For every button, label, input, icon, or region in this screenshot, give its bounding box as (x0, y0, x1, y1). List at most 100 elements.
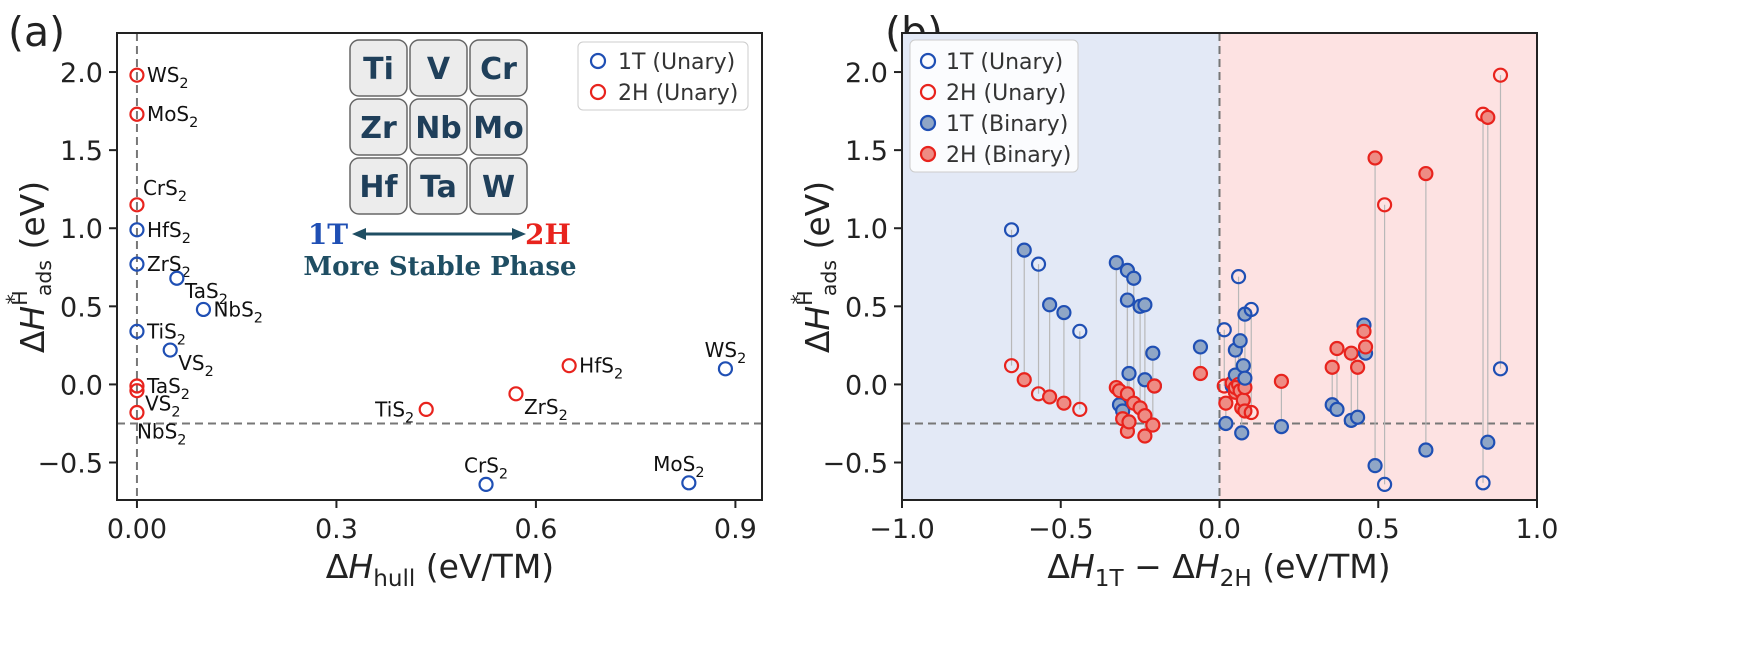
panel-a-point (129, 383, 145, 399)
panel-a-point (129, 256, 145, 272)
panel-b-point-2h-binary (1324, 359, 1340, 375)
panel-a-point-label: TiS2 (146, 319, 186, 348)
panel-b-point-2h-binary (1137, 428, 1153, 444)
element-tile-label: W (482, 170, 515, 205)
panel-b-xtick-label: 1.0 (1516, 514, 1559, 545)
panel-b-legend-box (909, 39, 1079, 173)
panel-a-point (169, 270, 185, 286)
panel-b-point-2h-binary (1145, 417, 1161, 433)
panel-b-point-2h-binary (1367, 150, 1383, 166)
panel-b-point-1t-binary (1119, 292, 1136, 308)
element-tile (469, 98, 528, 156)
panel-b-x-axis-label: ΔH1T − ΔH2H (eV/TM) (1047, 547, 1390, 592)
panel-a-x-axis-label: ΔHhull (eV/TM) (326, 547, 554, 592)
panel-b-point-2h-binary (1343, 345, 1359, 361)
panel-a-ytick-label: 1.5 (60, 136, 103, 167)
panel-a-xtick-label: 0.9 (714, 514, 757, 545)
panel-b-xtick-label: 0.0 (1198, 514, 1241, 545)
panel-b-point-1t-unary (1243, 301, 1259, 318)
panel-b-point-1t-binary (1218, 415, 1234, 432)
panel-b-point-1t-binary (1056, 304, 1072, 321)
panel-b-point-1t-binary (1016, 242, 1032, 258)
panel-a-label: (a) (8, 8, 65, 56)
panel-b-point-1t-binary (1126, 270, 1142, 286)
panel-b-point-2h-binary (1137, 408, 1153, 424)
panel-a-point-label: NbS2 (137, 420, 187, 449)
panel-a-point-label: MoS2 (653, 452, 704, 481)
panel-b-point-1t-unary (1475, 475, 1491, 491)
panel-b-point-1t-binary (1235, 358, 1251, 374)
panel-a-point (129, 323, 145, 339)
panel-a-point-label: NbS2 (213, 297, 263, 326)
panel-b-point-1t-binary (1108, 254, 1124, 271)
panel-a-xtick-label: 0.3 (315, 514, 358, 545)
panel-b-ytick-label: −0.5 (822, 449, 888, 480)
panel-b-point-1t-unary (1072, 323, 1088, 339)
panel-b-xtick-label: −0.5 (1028, 514, 1094, 545)
panel-a-legend-marker (589, 52, 607, 70)
panel-b-point-2h-unary (1072, 401, 1088, 418)
panel-b-legend: 1T (Unary) 2H (Unary) 1T (Binary) 2H (Binar… (909, 39, 1079, 173)
panel-a-legend: 1T (Unary) 2H (Unary) (577, 41, 749, 111)
panel-a-point-label: VS2 (145, 392, 181, 421)
panel-a-point (129, 106, 145, 122)
element-tile (349, 39, 408, 97)
panel-b-ticks: −1.0 −0.5 0.0 0.5 1.0 −0.5 0.0 0.5 1.0 1.5 2.0 (822, 58, 1558, 545)
panel-a-point-label: TiS2 (374, 397, 414, 426)
panel-b-point-1t-unary (1216, 322, 1232, 338)
panel-a-point-label: MoS2 (147, 102, 198, 131)
panel-a-point-label: TaS2 (146, 374, 190, 403)
panel-b-point-1t-binary (1121, 365, 1137, 382)
panel-a-point-label: HfS2 (147, 218, 191, 247)
element-tile (349, 98, 408, 156)
panel-a-point (681, 475, 697, 491)
panel-a-point (129, 67, 145, 83)
arrow-head-left (352, 228, 366, 240)
panel-b-point-1t-binary (1350, 409, 1366, 425)
panel-b-point-1t-unary (1492, 361, 1509, 377)
panel-a: 0.00 0.3 0.6 0.9 −0.5 0.0 0.5 1.0 1.5 2.0 Ti V Cr Zr… (2, 32, 763, 592)
element-tile-label: Cr (480, 52, 517, 87)
panel-b-ytick-label: 2.0 (845, 58, 888, 89)
panel-b-point-1t-binary (1418, 442, 1434, 458)
panel-b-ytick-label: 1.0 (845, 214, 888, 245)
panel-a-legend-marker (589, 83, 607, 101)
panel-b-point-2h-unary (1492, 67, 1509, 83)
panel-b-point-2h-binary (1192, 365, 1209, 382)
panel-b-point-2h-binary (1329, 340, 1345, 357)
panel-b-point-1t-binary (1273, 418, 1290, 435)
element-tile-label: V (427, 52, 451, 87)
panel-b-legend-label: 1T (Binary) (946, 112, 1068, 137)
panel-a-point (418, 401, 434, 418)
panel-b-points (1003, 67, 1509, 492)
panel-a-ytick-label: 0.5 (60, 292, 103, 323)
panel-b-legend-marker (919, 83, 937, 101)
panel-a-legend-label: 1T (Unary) (618, 50, 735, 75)
panel-b-legend-label: 2H (Unary) (946, 81, 1066, 106)
panel-a-legend-label: 2H (Unary) (618, 81, 738, 106)
panel-b-point-1t-binary (1137, 297, 1153, 313)
panel-b-point-2h-binary (1356, 323, 1372, 339)
panel-b-point-2h-binary (1418, 165, 1434, 182)
panel-a-point-label: CrS2 (143, 176, 187, 205)
element-tile (409, 157, 468, 215)
panel-b-point-2h-binary (1121, 414, 1137, 430)
panel-b-xtick-label: 0.5 (1357, 514, 1400, 545)
panel-a-point (129, 197, 145, 213)
panel-b-point-2h-binary (1016, 372, 1032, 388)
panel-b-point-1t-binary (1367, 458, 1383, 474)
element-tile-label: Ti (363, 52, 394, 87)
panel-a-point (195, 301, 212, 318)
panel-b-legend-marker (919, 52, 937, 70)
panel-b-point-1t-binary (1480, 434, 1496, 450)
right-phase-label: 2H (525, 218, 571, 251)
panel-b-point-2h-binary (1056, 395, 1072, 411)
panel-a-ytick-label: 0.0 (60, 370, 103, 401)
panel-b-point-1t-binary (1042, 297, 1058, 313)
panel-a-point (129, 404, 145, 421)
panel-a-point (162, 342, 178, 358)
panel-b-point-2h-binary (1350, 359, 1366, 375)
element-tile (469, 39, 528, 97)
